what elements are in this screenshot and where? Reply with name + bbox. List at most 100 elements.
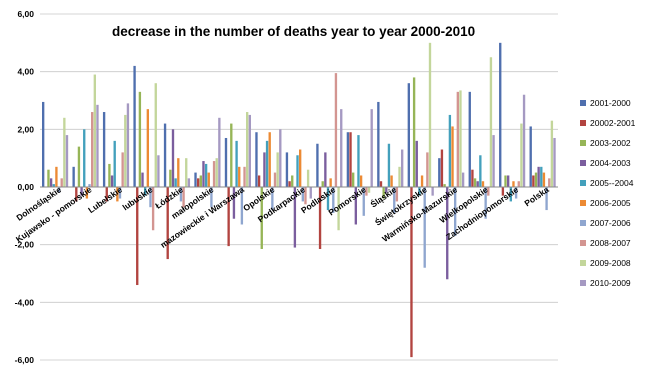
bar (420, 175, 424, 187)
bar (149, 187, 152, 208)
bar (479, 155, 482, 187)
bar (88, 184, 91, 187)
bar (537, 166, 540, 187)
bar (163, 123, 167, 187)
bar (509, 187, 512, 202)
bar (197, 178, 200, 187)
bar (60, 178, 63, 187)
bar (102, 112, 106, 187)
bar (352, 172, 355, 187)
bar (471, 169, 474, 187)
legend-label: 2005--2004 (590, 178, 634, 188)
bar (438, 158, 441, 187)
bar (91, 112, 94, 187)
bar (440, 149, 444, 187)
bar (227, 187, 230, 247)
bar (151, 187, 155, 231)
bar (304, 187, 307, 205)
legend: 2001-2000 20002-2001 2003-2002 2004-2003 200… (580, 98, 636, 288)
bar (146, 109, 149, 187)
bar (340, 109, 343, 187)
bar (426, 152, 429, 187)
bar (179, 187, 183, 202)
bar (235, 140, 238, 187)
bar (520, 123, 523, 187)
bar (507, 175, 510, 187)
bar (136, 187, 139, 286)
bar (309, 187, 312, 199)
legend-swatch (580, 180, 586, 186)
bar (504, 175, 507, 187)
bar (144, 187, 147, 196)
bar (116, 187, 119, 202)
bar (199, 175, 202, 187)
y-tick-label: 2,00 (17, 124, 34, 134)
bar (279, 129, 282, 187)
bar (80, 187, 83, 196)
bar (157, 155, 160, 187)
bar (461, 172, 465, 187)
bar (243, 166, 246, 187)
bar (110, 175, 114, 187)
bar (534, 172, 538, 187)
bar (481, 181, 485, 187)
bar (532, 175, 535, 187)
bar (202, 161, 205, 187)
bar (224, 137, 228, 187)
bar (154, 83, 157, 187)
bar (316, 143, 319, 187)
bar (187, 178, 191, 187)
bar (42, 101, 45, 187)
bar (108, 163, 111, 187)
y-tick-label: -4,00 (15, 297, 35, 307)
bar (218, 117, 221, 187)
bar (548, 178, 551, 187)
bar (346, 132, 350, 187)
bar (407, 83, 410, 187)
y-tick-label: 0,00 (17, 182, 34, 192)
bar (553, 137, 556, 187)
bar (517, 181, 520, 187)
bar (324, 152, 327, 187)
bar (65, 135, 69, 187)
bar (410, 187, 413, 358)
legend-label: 2009-2008 (590, 258, 631, 268)
bar (47, 169, 50, 187)
bar (401, 149, 404, 187)
legend-swatch (580, 140, 586, 146)
bar (182, 187, 185, 208)
bar (456, 91, 459, 187)
bar (255, 132, 258, 187)
bar (118, 187, 122, 199)
bar (454, 187, 457, 237)
bar (451, 126, 454, 187)
bar (398, 166, 401, 187)
bar (212, 161, 216, 187)
bar (354, 187, 357, 225)
legend-label: 2008-2007 (590, 238, 631, 248)
bar (468, 91, 471, 187)
bar (379, 181, 383, 187)
bar (171, 129, 175, 187)
bar (263, 152, 266, 187)
bar (185, 158, 188, 187)
bar (273, 172, 277, 187)
bar (72, 166, 75, 187)
bar (522, 94, 526, 187)
bar (362, 187, 365, 216)
bar (367, 187, 371, 193)
bar (177, 158, 180, 187)
bar (489, 57, 493, 187)
bar (393, 187, 396, 213)
bar (415, 140, 418, 187)
bar (296, 155, 299, 187)
bar (63, 117, 66, 187)
bar (276, 152, 279, 187)
bar (459, 90, 462, 187)
legend-label: 2003-2002 (590, 138, 631, 148)
bar (194, 172, 197, 187)
bar (487, 187, 490, 196)
bar (337, 187, 340, 231)
